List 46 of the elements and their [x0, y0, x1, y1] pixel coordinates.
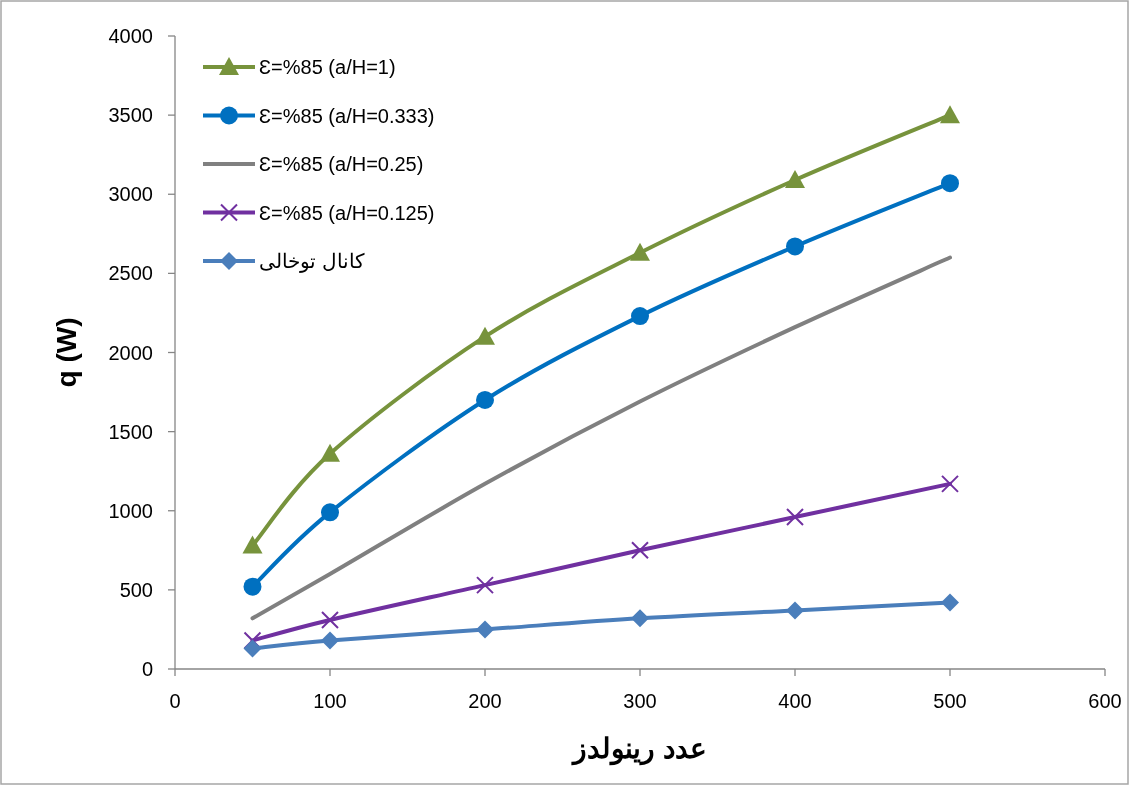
- legend-label: Ɛ=%85 (a/H=0.333): [259, 104, 435, 127]
- x-tick-label: 0: [169, 690, 181, 712]
- point: [786, 601, 804, 620]
- y-tick-label: 1000: [108, 499, 153, 522]
- x-tick-label: 500: [933, 690, 967, 712]
- x-tick-label: 300: [623, 690, 657, 712]
- x-tick-label: 600: [1088, 690, 1122, 712]
- point: [631, 541, 649, 560]
- y-tick-label: 500: [119, 578, 153, 601]
- legend-label: کانال توخالی: [259, 250, 365, 273]
- point: [321, 631, 339, 650]
- legend-label: Ɛ=%85 (a/H=1): [259, 56, 396, 78]
- point: [940, 105, 960, 124]
- point: [476, 620, 494, 639]
- point: [941, 174, 959, 193]
- y-tick-label: 0: [141, 658, 153, 680]
- point: [476, 576, 494, 595]
- legend-label: Ɛ=%85 (a/H=0.25): [259, 153, 424, 175]
- point: [786, 508, 804, 527]
- x-tick-label: 200: [468, 690, 502, 712]
- y-tick-label: 2500: [108, 262, 153, 285]
- x-tick-label: 100: [313, 690, 347, 712]
- point: [941, 593, 959, 612]
- point: [243, 577, 262, 596]
- point: [321, 503, 339, 522]
- x-axis-title: عدد رینولدز: [571, 733, 707, 766]
- point: [631, 307, 649, 326]
- legend-label: Ɛ=%85 (a/H=0.125): [259, 201, 435, 224]
- point: [321, 610, 339, 629]
- y-axis-title: q (W): [51, 317, 82, 388]
- y-tick-label: 4000: [108, 25, 153, 47]
- point: [242, 535, 263, 554]
- point: [475, 326, 495, 345]
- y-tick-label: 1500: [108, 420, 153, 443]
- point: [786, 237, 804, 256]
- point: [785, 170, 805, 189]
- point: [941, 474, 959, 493]
- point: [476, 390, 494, 409]
- y-tick-label: 3000: [108, 183, 153, 206]
- point: [630, 242, 650, 261]
- y-tick-label: 2000: [108, 341, 153, 364]
- x-tick-label: 400: [778, 690, 812, 712]
- y-tick-label: 3500: [108, 104, 153, 127]
- point: [631, 609, 649, 628]
- point: [320, 443, 340, 462]
- point: [243, 639, 262, 658]
